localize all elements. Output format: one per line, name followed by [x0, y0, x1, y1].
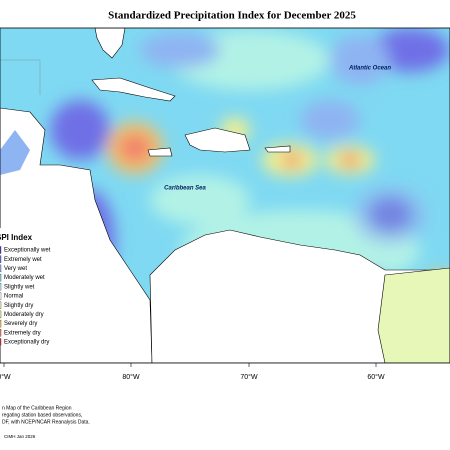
legend-label: Moderately dry	[4, 312, 44, 318]
footer-line: regating station based observations,	[2, 412, 82, 418]
legend-label: Exceptionally dry	[4, 340, 49, 346]
legend-swatch	[0, 310, 2, 319]
map: Atlantic Ocean Caribbean Sea	[0, 28, 450, 363]
legend-swatch	[0, 273, 2, 282]
lon-label: 0°W	[0, 373, 11, 381]
dry-land	[377, 267, 450, 363]
legend-label: Extremely wet	[4, 257, 42, 263]
borders	[0, 59, 41, 95]
footer-line: DF, with NCEP/NCAR Reanalysis Data.	[2, 419, 90, 425]
title: Standardized Precipitation Index for Dec…	[108, 10, 356, 22]
legend-label: Normal	[4, 294, 23, 300]
legend-label: Slightly wet	[4, 284, 35, 290]
sea-label: Caribbean Sea	[164, 186, 206, 192]
legend-swatch	[0, 255, 2, 263]
legend-label: Slightly dry	[4, 303, 33, 309]
legend-label: Very wet	[4, 266, 27, 272]
legend-swatch	[0, 264, 2, 273]
lon-label: 80°W	[122, 373, 140, 381]
footer-line: n Map of the Caribbean Region	[2, 405, 72, 411]
legend-swatch	[0, 301, 2, 309]
lon-label: 70°W	[240, 373, 258, 381]
yucatan-shade	[0, 130, 30, 175]
legend-label: Moderately wet	[4, 275, 45, 281]
legend: SPI Index Exceptionally wet Extremely wet…	[0, 228, 63, 346]
legend-swatch	[0, 246, 2, 254]
legend-swatch	[0, 338, 2, 346]
legend-swatch	[0, 292, 2, 300]
legend-swatch	[0, 319, 2, 328]
legend-box	[0, 228, 63, 346]
map-frame	[0, 27, 450, 364]
legend-swatch	[0, 329, 2, 337]
legend-label: Extremely dry	[4, 330, 41, 336]
lon-label: 60°W	[367, 373, 385, 381]
lon-labels: 0°W 80°W 70°W 60°W	[0, 363, 385, 381]
legend-swatch	[0, 283, 2, 291]
legend-label: Exceptionally wet	[4, 248, 51, 254]
legend-title: SPI Index	[0, 233, 33, 242]
footer-credit: CIMH Jan 2026	[4, 434, 36, 439]
ocean-label: Atlantic Ocean	[348, 66, 391, 72]
legend-label: Severely dry	[4, 321, 37, 327]
